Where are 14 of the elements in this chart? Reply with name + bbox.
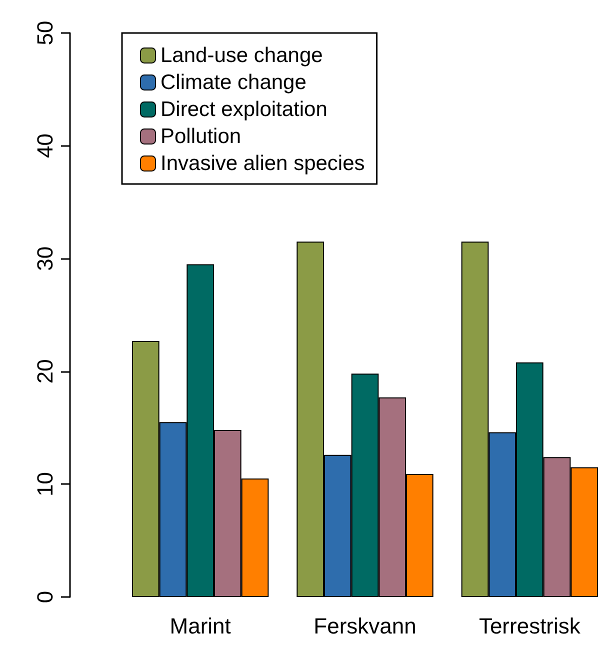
y-tick-label: 0 bbox=[32, 590, 58, 604]
y-tick-label: 10 bbox=[32, 472, 58, 496]
y-tick-label: 30 bbox=[32, 246, 58, 271]
legend-label: Direct exploitation bbox=[160, 98, 328, 121]
y-tick-label: 50 bbox=[32, 20, 58, 46]
x-tick-label: Ferskvann bbox=[314, 614, 416, 638]
legend-label: Invasive alien species bbox=[160, 152, 365, 175]
y-tick-label: 20 bbox=[32, 359, 58, 384]
legend-label: Pollution bbox=[160, 125, 242, 148]
x-tick-label: Marint bbox=[170, 614, 231, 638]
x-tick-label: Terrestrisk bbox=[478, 614, 582, 638]
legend-label: Land-use change bbox=[160, 44, 323, 67]
legend-label: Climate change bbox=[160, 71, 306, 94]
y-tick-label: 40 bbox=[32, 134, 58, 158]
